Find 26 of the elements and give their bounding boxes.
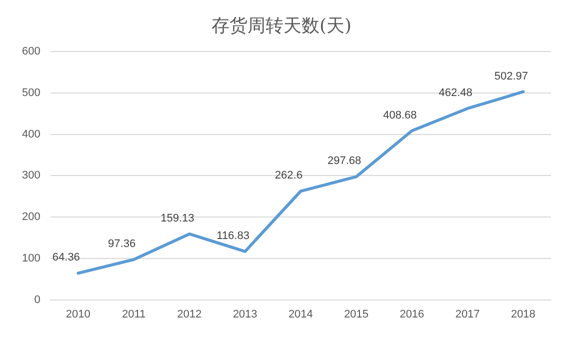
- x-tick-label: 2010: [66, 308, 90, 320]
- y-tick-label: 400: [22, 128, 40, 140]
- y-tick-label: 100: [22, 252, 40, 264]
- y-tick-label: 500: [22, 87, 40, 99]
- chart-title: 存货周转天数(天): [211, 15, 352, 36]
- x-tick-label: 2011: [122, 308, 146, 320]
- x-tick-label: 2015: [344, 308, 369, 320]
- y-tick-label: 600: [22, 46, 40, 58]
- y-tick-label: 200: [22, 211, 40, 224]
- data-label: 116.83: [216, 230, 250, 242]
- x-tick-label: 2017: [455, 308, 480, 320]
- x-tick-label: 2012: [177, 308, 202, 320]
- data-label: 462.48: [438, 87, 472, 100]
- x-tick-label: 2013: [232, 308, 258, 320]
- data-label: 502.97: [494, 70, 528, 82]
- x-tick-label: 2018: [510, 308, 536, 320]
- data-label: 97.36: [108, 238, 136, 250]
- x-tick-label: 2016: [400, 308, 424, 320]
- data-label: 159.13: [160, 212, 194, 225]
- data-label: 408.68: [383, 109, 417, 122]
- data-label: 64.36: [52, 252, 80, 264]
- y-tick-label: 300: [22, 170, 40, 182]
- y-tick-label: 0: [34, 294, 40, 306]
- x-tick-label: 2014: [288, 308, 313, 320]
- data-label: 297.68: [327, 155, 362, 168]
- data-label: 262.6: [274, 170, 302, 182]
